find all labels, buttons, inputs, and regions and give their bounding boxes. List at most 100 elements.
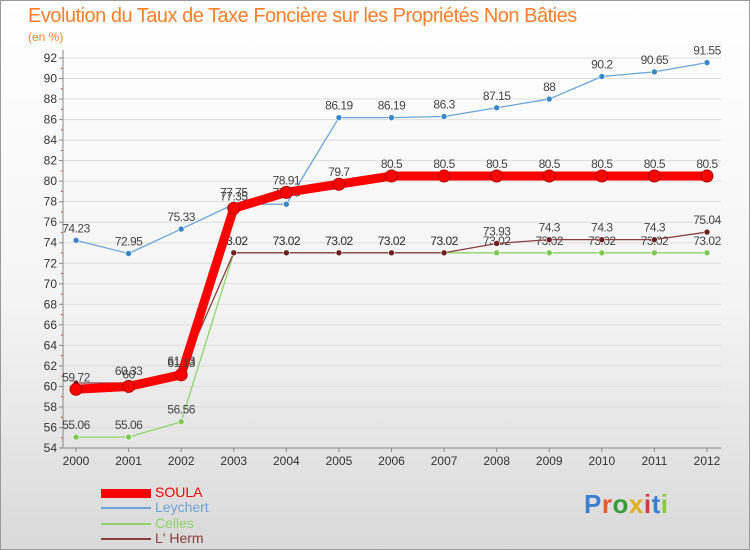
data-label-l-herm: 74.3 bbox=[644, 221, 666, 235]
data-label-l-herm: 60.33 bbox=[115, 364, 143, 378]
data-label-celles: 73.02 bbox=[273, 234, 301, 248]
x-tick-label: 2003 bbox=[220, 454, 247, 468]
data-label-soula: 80.5 bbox=[486, 157, 508, 171]
proxiti-logo: Proxiti bbox=[584, 489, 669, 519]
y-tick-label: 80 bbox=[44, 174, 58, 188]
data-point-l-herm bbox=[283, 249, 290, 257]
data-point-leychert bbox=[598, 73, 606, 80]
x-tick-label: 2002 bbox=[168, 454, 195, 468]
data-label-celles: 73.02 bbox=[430, 234, 458, 248]
data-label-l-herm: 74.3 bbox=[539, 221, 561, 235]
y-tick-label: 82 bbox=[44, 154, 58, 168]
x-tick-label: 2000 bbox=[63, 454, 90, 468]
data-point-l-herm bbox=[545, 236, 553, 243]
data-point-leychert bbox=[72, 237, 80, 244]
data-label-celles: 56.56 bbox=[167, 403, 195, 417]
data-point-leychert bbox=[493, 104, 500, 112]
data-point-leychert bbox=[703, 59, 711, 66]
data-label-l-herm: 73.02 bbox=[273, 234, 301, 248]
legend-label: SOULA bbox=[155, 484, 203, 500]
data-label-soula: 60 bbox=[122, 367, 135, 381]
data-point-soula bbox=[490, 169, 504, 183]
data-label-soula: 61.13 bbox=[167, 356, 195, 370]
x-tick-label: 2008 bbox=[483, 454, 510, 468]
data-label-l-herm: 74.3 bbox=[591, 221, 613, 235]
data-point-l-herm bbox=[598, 236, 606, 243]
data-label-soula: 80.5 bbox=[591, 157, 613, 171]
data-label-soula: 80.5 bbox=[381, 157, 403, 171]
y-tick-label: 90 bbox=[44, 72, 58, 86]
legend-label: Leychert bbox=[155, 499, 209, 515]
y-tick-label: 54 bbox=[44, 441, 58, 455]
data-label-leychert: 90.65 bbox=[641, 53, 669, 67]
data-label-leychert: 86.19 bbox=[325, 99, 353, 113]
data-label-soula: 80.5 bbox=[696, 157, 718, 171]
data-point-leychert bbox=[283, 200, 290, 208]
data-point-leychert bbox=[335, 114, 343, 121]
y-tick-label: 92 bbox=[44, 51, 58, 65]
data-point-soula bbox=[174, 368, 188, 382]
x-tick-label: 2006 bbox=[378, 454, 405, 468]
x-tick-label: 2010 bbox=[588, 454, 615, 468]
data-point-soula bbox=[385, 169, 398, 183]
data-point-soula bbox=[647, 169, 661, 183]
data-point-celles bbox=[493, 249, 500, 257]
y-tick-label: 78 bbox=[44, 195, 58, 209]
data-point-l-herm bbox=[230, 249, 238, 257]
data-point-soula bbox=[700, 169, 714, 183]
y-tick-label: 76 bbox=[44, 215, 58, 229]
x-tick-label: 2001 bbox=[115, 454, 142, 468]
y-unit-label: (en %) bbox=[28, 30, 64, 44]
data-point-soula bbox=[437, 169, 451, 183]
data-label-l-herm: 73.02 bbox=[430, 234, 458, 248]
data-point-celles bbox=[651, 249, 658, 257]
chart-title: Evolution du Taux de Taxe Foncière sur l… bbox=[28, 5, 577, 27]
data-label-leychert: 74.23 bbox=[62, 221, 90, 235]
legend-swatch bbox=[101, 488, 151, 498]
data-label-leychert: 91.55 bbox=[693, 44, 721, 58]
y-tick-label: 64 bbox=[44, 338, 58, 352]
y-tick-label: 84 bbox=[44, 133, 58, 147]
data-point-celles bbox=[598, 249, 606, 257]
data-point-leychert bbox=[177, 225, 185, 233]
data-point-l-herm bbox=[440, 249, 448, 257]
data-label-soula: 77.35 bbox=[220, 189, 248, 203]
y-tick-label: 88 bbox=[44, 92, 58, 106]
legend-swatch bbox=[101, 538, 151, 540]
data-label-leychert: 77.75 bbox=[220, 185, 248, 199]
data-label-celles: 55.06 bbox=[62, 418, 90, 432]
x-tick-label: 2004 bbox=[273, 454, 300, 468]
x-tick-label: 2009 bbox=[536, 454, 563, 468]
x-tick-label: 2005 bbox=[326, 454, 353, 468]
data-point-leychert bbox=[651, 68, 658, 76]
data-point-l-herm bbox=[388, 249, 395, 257]
legend-label: Celles bbox=[155, 515, 194, 531]
data-label-soula: 80.5 bbox=[539, 157, 561, 171]
data-label-l-herm: 73.02 bbox=[325, 234, 353, 248]
y-tick-label: 66 bbox=[44, 318, 58, 332]
y-tick-label: 74 bbox=[44, 236, 58, 250]
data-point-soula bbox=[542, 169, 556, 183]
data-point-celles bbox=[125, 433, 132, 441]
data-point-soula bbox=[332, 177, 346, 191]
data-label-leychert: 90.2 bbox=[591, 57, 613, 71]
data-label-l-herm: 75.04 bbox=[693, 213, 721, 227]
legend-swatch bbox=[101, 507, 151, 509]
y-tick-label: 58 bbox=[44, 400, 58, 414]
data-point-l-herm bbox=[703, 228, 711, 236]
data-label-soula: 78.91 bbox=[273, 173, 301, 187]
data-label-soula: 80.5 bbox=[644, 157, 666, 171]
data-point-l-herm bbox=[493, 240, 500, 247]
x-tick-label: 2007 bbox=[431, 454, 458, 468]
data-label-soula: 59.72 bbox=[62, 370, 90, 384]
data-label-soula: 80.5 bbox=[433, 157, 455, 171]
data-label-celles: 73.02 bbox=[325, 234, 353, 248]
data-label-leychert: 88 bbox=[543, 80, 556, 94]
data-point-leychert bbox=[388, 114, 395, 121]
data-point-celles bbox=[545, 249, 553, 257]
data-label-soula: 79.7 bbox=[328, 165, 350, 179]
data-label-celles: 73.02 bbox=[378, 234, 406, 248]
data-label-l-herm: 73.02 bbox=[378, 234, 406, 248]
